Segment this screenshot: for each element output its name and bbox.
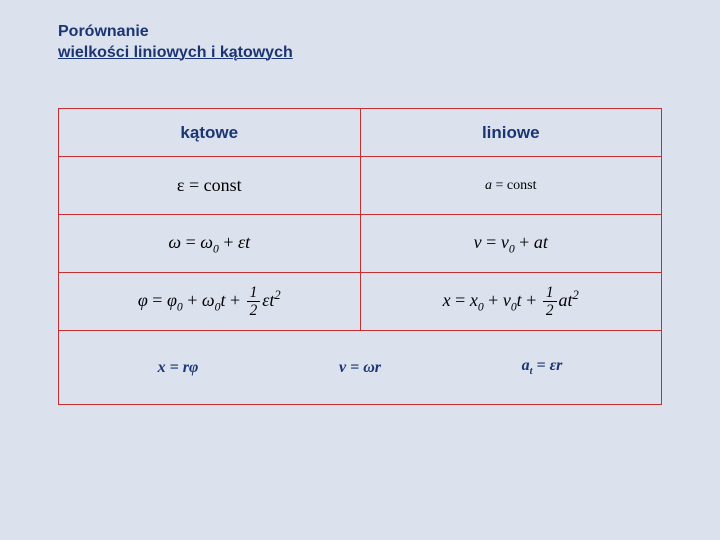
relations-cell: x = rφ v = ωr at = εr [59,331,662,405]
cell-linear-velocity: v = v0 + at [360,215,662,273]
relations-row: x = rφ v = ωr at = εr [59,331,662,405]
cell-angular-const: ε = const [59,157,361,215]
header-row: kątowe liniowe [59,109,662,157]
row-const: ε = const a = const [59,157,662,215]
title-line2: wielkości liniowych i kątowych [58,44,293,61]
cell-angular-position: φ = φ0 + ω0t + 12εt2 [59,273,361,331]
row-velocity: ω = ω0 + εt v = v0 + at [59,215,662,273]
header-angular: kątowe [59,109,361,157]
cell-linear-position: x = x0 + v0t + 12at2 [360,273,662,331]
row-position: φ = φ0 + ω0t + 12εt2 x = x0 + v0t + 12at… [59,273,662,331]
relation-a: at = εr [451,357,633,377]
comparison-table: kątowe liniowe ε = const a = const ω = ω… [58,108,662,405]
cell-angular-velocity: ω = ω0 + εt [59,215,361,273]
title-line1: Porównanie [58,23,149,40]
relation-v: v = ωr [269,359,451,377]
header-linear: liniowe [360,109,662,157]
page-title: Porównanie wielkości liniowych i kątowyc… [58,22,293,64]
relation-x: x = rφ [87,359,269,377]
cell-linear-const: a = const [360,157,662,215]
